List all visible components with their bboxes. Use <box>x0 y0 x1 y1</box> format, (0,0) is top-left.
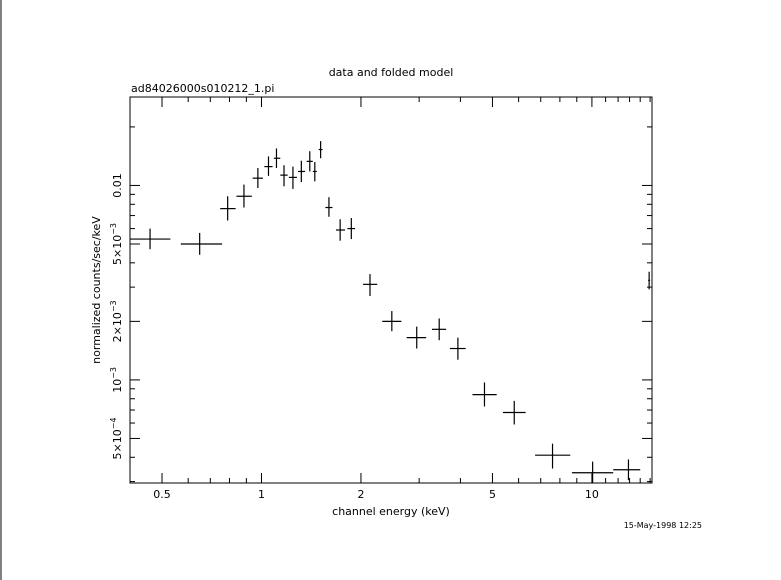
y-axis-label: normalized counts/sec/keV <box>90 216 103 364</box>
data-point <box>264 156 273 176</box>
x-tick-label: 0.5 <box>153 488 171 501</box>
data-point <box>450 337 466 360</box>
chart-title: data and folded model <box>329 66 454 79</box>
chart-subtitle: ad84026000s010212_1.pi <box>131 82 274 95</box>
data-point <box>472 382 497 407</box>
x-tick-label: 2 <box>357 488 364 501</box>
data-point <box>288 166 297 189</box>
x-tick-label: 10 <box>585 488 599 501</box>
data-point <box>298 160 306 183</box>
data-point <box>363 274 378 297</box>
data-point <box>648 271 651 290</box>
timestamp: 15-May-1998 12:25 <box>624 521 702 530</box>
tick-labels: 0.5 1 2 5 10 5×10−4 10−3 2×10−3 5×10−3 0.01 <box>109 173 599 501</box>
data-point <box>273 148 281 168</box>
x-tick-label: 5 <box>489 488 496 501</box>
data-point <box>571 461 614 483</box>
data-point <box>406 326 427 349</box>
data-point <box>312 162 317 182</box>
data-point <box>335 219 346 241</box>
data-point <box>180 232 223 255</box>
data-point <box>130 228 171 250</box>
data-point <box>613 459 641 481</box>
y-tick-label: 5×10−3 <box>109 223 124 265</box>
data-points <box>130 141 651 483</box>
data-point <box>220 196 236 221</box>
data-point <box>318 141 323 159</box>
data-point <box>535 443 571 469</box>
y-tick-label: 2×10−3 <box>109 300 124 342</box>
x-tick-label: 1 <box>258 488 265 501</box>
y-tick-label: 10−3 <box>109 367 124 393</box>
data-point <box>325 197 333 217</box>
data-point <box>502 400 526 425</box>
data-point <box>306 151 313 172</box>
data-point <box>252 167 263 189</box>
axis-ticks <box>129 97 652 483</box>
plot-frame <box>129 96 653 484</box>
data-point <box>280 165 288 187</box>
x-axis-label: channel energy (keV) <box>332 505 450 518</box>
data-point <box>236 184 252 208</box>
data-point <box>382 311 402 332</box>
y-tick-label: 0.01 <box>111 173 124 198</box>
data-point <box>347 218 356 240</box>
data-point <box>431 318 447 341</box>
y-tick-label: 5×10−4 <box>109 417 124 459</box>
